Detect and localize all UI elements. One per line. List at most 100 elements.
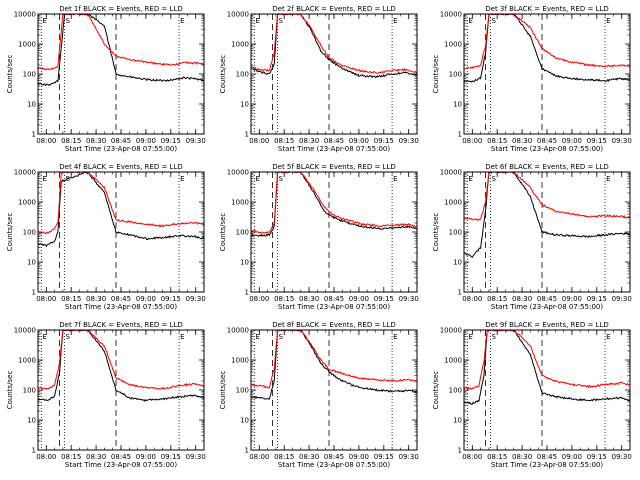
panel-title: Det 3f BLACK = Events, RED = LLD bbox=[485, 5, 608, 13]
x-tick-label: 08:15 bbox=[61, 453, 81, 461]
flag-label: S bbox=[492, 333, 497, 341]
plot-frame bbox=[250, 13, 418, 135]
y-tick-label: 100 bbox=[23, 387, 36, 395]
flag-label: E bbox=[606, 175, 610, 183]
x-tick-label: 08:45 bbox=[324, 453, 344, 461]
x-tick-label: 08:45 bbox=[324, 295, 344, 303]
x-tick-label: 09:30 bbox=[612, 137, 632, 145]
x-tick-label: 09:00 bbox=[136, 295, 156, 303]
flag-label: E bbox=[180, 175, 184, 183]
x-tick-label: 08:00 bbox=[462, 295, 482, 303]
plot-frame bbox=[463, 171, 631, 293]
y-tick-label: 10000 bbox=[14, 169, 36, 177]
flag-label: E bbox=[468, 17, 472, 25]
y-tick-label: 10 bbox=[27, 101, 36, 109]
x-tick-label: 09:15 bbox=[161, 295, 181, 303]
events-series-line bbox=[464, 330, 630, 405]
x-tick-label: 09:00 bbox=[349, 295, 369, 303]
flag-label: E bbox=[393, 17, 397, 25]
y-tick-label: 100 bbox=[449, 387, 462, 395]
y-tick-label: 1 bbox=[458, 447, 462, 455]
x-tick-label: 08:30 bbox=[86, 453, 106, 461]
x-tick-label: 08:30 bbox=[512, 295, 532, 303]
flag-label: E bbox=[255, 17, 259, 25]
y-axis-label: Counts/sec bbox=[432, 371, 440, 410]
lld-series-line bbox=[464, 172, 630, 221]
x-tick-label: 08:00 bbox=[462, 453, 482, 461]
y-tick-label: 1000 bbox=[444, 41, 462, 49]
y-tick-label: 1 bbox=[32, 289, 36, 297]
y-tick-label: 10 bbox=[27, 259, 36, 267]
flag-label: S bbox=[66, 175, 71, 183]
y-tick-label: 1000 bbox=[18, 199, 36, 207]
y-tick-label: 100 bbox=[236, 71, 249, 79]
flag-label: S bbox=[66, 17, 71, 25]
x-tick-label: 08:45 bbox=[537, 137, 557, 145]
x-axis-label: Start Time (23-Apr-08 07:55:00) bbox=[278, 145, 390, 153]
panel-title: Det 9f BLACK = Events, RED = LLD bbox=[485, 321, 608, 329]
flag-label: S bbox=[66, 333, 71, 341]
flag-label: E bbox=[606, 333, 610, 341]
y-tick-label: 10000 bbox=[440, 169, 462, 177]
x-tick-label: 09:15 bbox=[374, 137, 394, 145]
x-tick-label: 09:00 bbox=[349, 453, 369, 461]
lld-series-line bbox=[38, 172, 204, 235]
y-tick-label: 1 bbox=[458, 289, 462, 297]
plot-frame bbox=[250, 171, 418, 293]
lld-series-line bbox=[251, 330, 417, 389]
y-tick-label: 10000 bbox=[227, 327, 249, 335]
x-tick-label: 08:30 bbox=[86, 137, 106, 145]
x-tick-label: 09:30 bbox=[612, 453, 632, 461]
detector-panel-6: Det 6f BLACK = Events, RED = LLD Counts/s… bbox=[432, 163, 632, 311]
x-tick-label: 08:00 bbox=[249, 295, 269, 303]
y-tick-label: 1 bbox=[32, 447, 36, 455]
flag-label: E bbox=[606, 17, 610, 25]
detector-panel-5: Det 5f BLACK = Events, RED = LLD Counts/s… bbox=[219, 163, 419, 311]
x-tick-label: 09:00 bbox=[562, 137, 582, 145]
y-tick-label: 100 bbox=[236, 387, 249, 395]
events-series-line bbox=[251, 330, 417, 400]
panel-title: Det 2f BLACK = Events, RED = LLD bbox=[272, 5, 395, 13]
y-tick-label: 10 bbox=[240, 417, 249, 425]
y-tick-label: 10 bbox=[453, 259, 462, 267]
x-tick-label: 09:30 bbox=[399, 295, 419, 303]
x-tick-label: 08:30 bbox=[512, 137, 532, 145]
x-tick-label: 08:00 bbox=[36, 137, 56, 145]
detector-panel-9: Det 9f BLACK = Events, RED = LLD Counts/s… bbox=[432, 321, 632, 469]
plot-frame bbox=[37, 171, 205, 293]
y-tick-label: 10 bbox=[240, 259, 249, 267]
lld-series-line bbox=[464, 330, 630, 391]
x-tick-label: 08:15 bbox=[487, 295, 507, 303]
y-tick-label: 10000 bbox=[440, 11, 462, 19]
y-tick-label: 1000 bbox=[231, 41, 249, 49]
events-series-line bbox=[38, 172, 204, 248]
x-axis-label: Start Time (23-Apr-08 07:55:00) bbox=[491, 145, 603, 153]
detector-panel-8: Det 8f BLACK = Events, RED = LLD Counts/s… bbox=[219, 321, 419, 469]
x-tick-label: 09:30 bbox=[612, 295, 632, 303]
y-axis-label: Counts/sec bbox=[6, 371, 14, 410]
x-axis-label: Start Time (23-Apr-08 07:55:00) bbox=[491, 303, 603, 311]
x-tick-label: 08:00 bbox=[249, 453, 269, 461]
plot-frame bbox=[463, 329, 631, 451]
flag-label: S bbox=[492, 17, 497, 25]
y-tick-label: 100 bbox=[449, 71, 462, 79]
x-tick-label: 08:30 bbox=[299, 137, 319, 145]
x-axis-label: Start Time (23-Apr-08 07:55:00) bbox=[278, 461, 390, 469]
x-tick-label: 09:00 bbox=[349, 137, 369, 145]
y-tick-label: 10000 bbox=[440, 327, 462, 335]
flag-label: E bbox=[255, 175, 259, 183]
x-tick-label: 09:30 bbox=[186, 137, 206, 145]
detector-panel-1: Det 1f BLACK = Events, RED = LLD Counts/s… bbox=[6, 5, 206, 153]
y-tick-label: 100 bbox=[23, 229, 36, 237]
y-tick-label: 1000 bbox=[231, 199, 249, 207]
flag-label: E bbox=[468, 333, 472, 341]
y-axis-label: Counts/sec bbox=[6, 213, 14, 252]
x-axis-label: Start Time (23-Apr-08 07:55:00) bbox=[65, 145, 177, 153]
x-tick-label: 09:15 bbox=[374, 295, 394, 303]
x-tick-label: 08:00 bbox=[36, 295, 56, 303]
x-tick-label: 09:30 bbox=[399, 453, 419, 461]
flag-label: E bbox=[393, 175, 397, 183]
x-tick-label: 08:45 bbox=[111, 295, 131, 303]
y-axis-label: Counts/sec bbox=[219, 55, 227, 94]
